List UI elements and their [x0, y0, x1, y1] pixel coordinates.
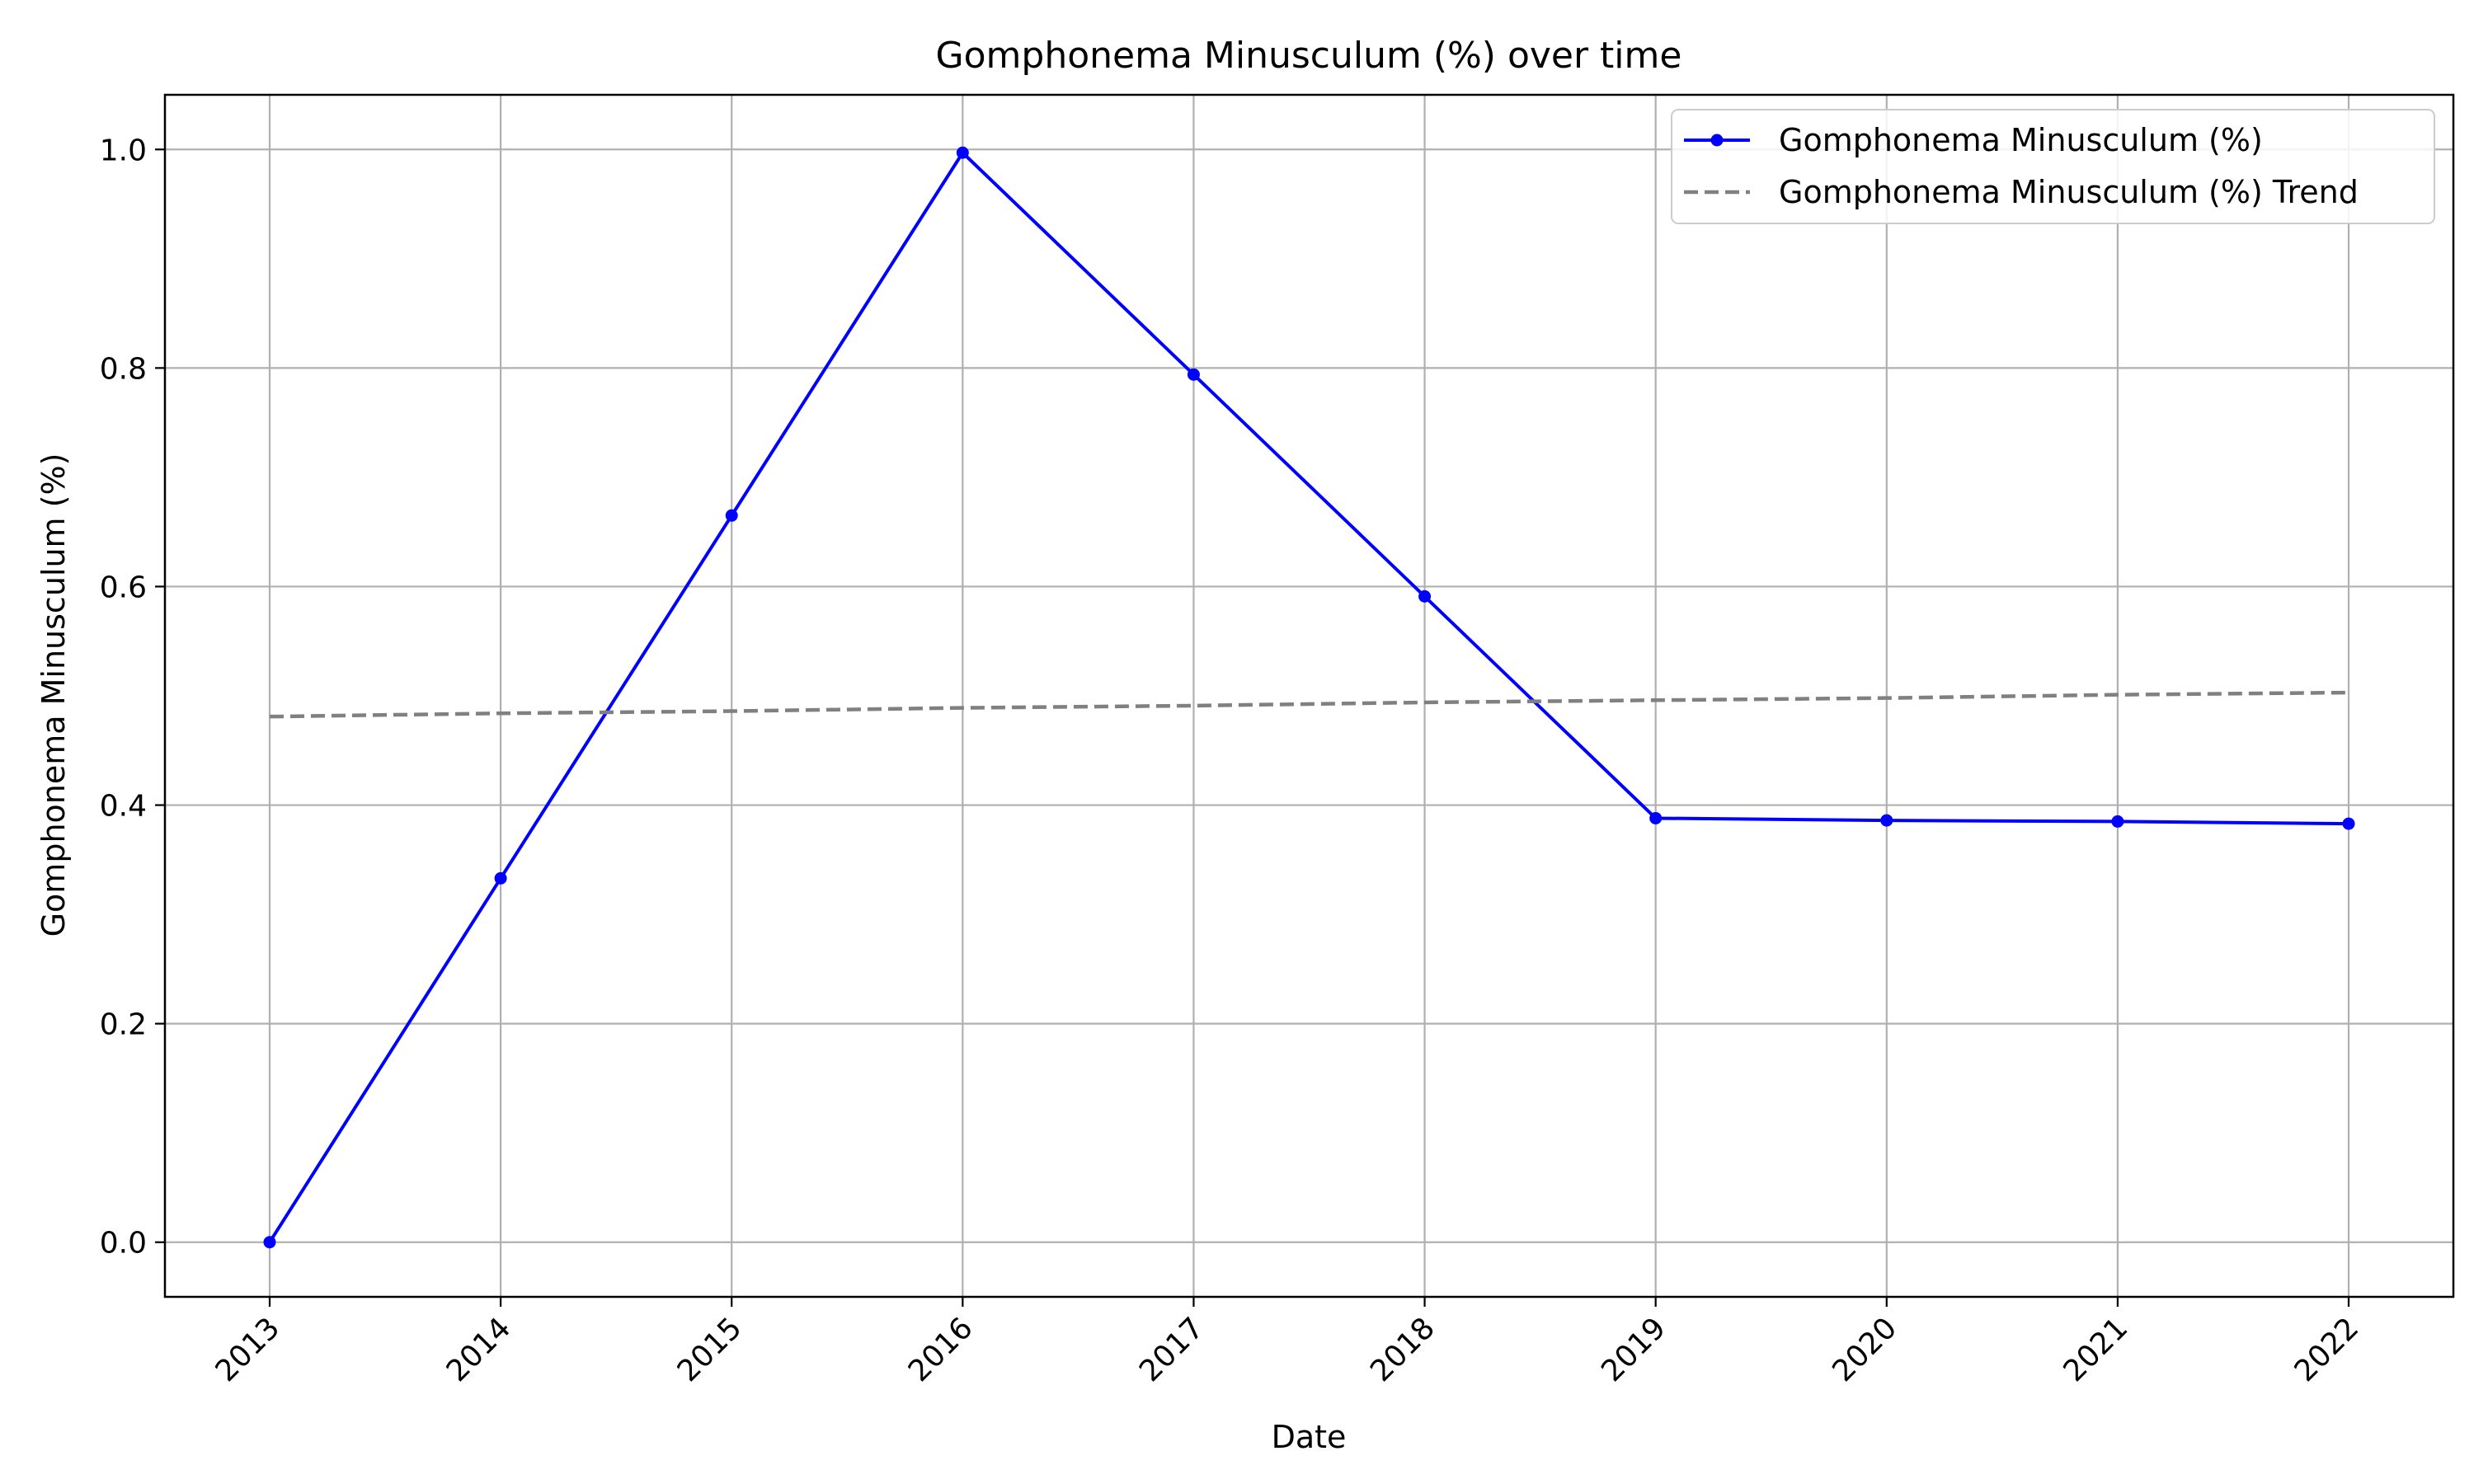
data-point	[2111, 815, 2124, 828]
x-axis-label: Date	[1272, 1419, 1347, 1455]
legend-marker	[1710, 134, 1724, 147]
y-axis-label: Gomphonema Minusculum (%)	[35, 453, 72, 937]
data-point	[1649, 811, 1663, 824]
legend-entry-label: Gomphonema Minusculum (%)	[1779, 122, 2263, 158]
data-point	[1187, 368, 1200, 381]
trend-line	[269, 690, 2349, 719]
data-point	[2342, 817, 2355, 830]
series	[263, 146, 2355, 1249]
chart-title: Gomphonema Minusculum (%) over time	[936, 35, 1682, 77]
y-tick-label: 0.4	[100, 790, 147, 824]
data-point	[725, 509, 738, 522]
y-tick-label: 0.2	[100, 1008, 147, 1042]
legend-entry-label: Gomphonema Minusculum (%) Trend	[1779, 174, 2359, 210]
grid	[165, 95, 2453, 1297]
y-tick-label: 0.8	[100, 352, 147, 386]
plot-frame	[163, 93, 2455, 1298]
y-tick-label: 0.0	[100, 1227, 147, 1261]
y-tick-label: 0.6	[100, 571, 147, 604]
data-point	[1880, 814, 1893, 827]
y-tick-label: 1.0	[100, 134, 147, 167]
data-point	[956, 146, 969, 159]
data-point	[1418, 589, 1432, 603]
series-line	[268, 151, 2349, 1243]
data-point	[263, 1236, 276, 1249]
data-point	[494, 871, 507, 885]
legend: Gomphonema Minusculum (%) Gomphonema Minu…	[1671, 109, 2435, 224]
legend-box	[1671, 109, 2435, 224]
